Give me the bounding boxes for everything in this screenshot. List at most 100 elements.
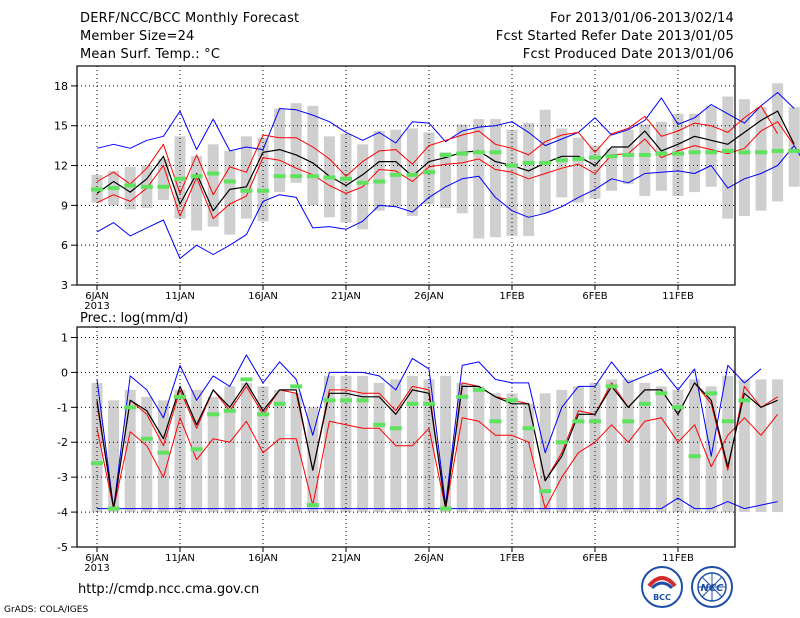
chart-title: Prec.: log(mm/d) <box>80 311 188 326</box>
climatology-marker <box>273 401 286 406</box>
spread-bar <box>174 389 186 513</box>
spread-bar <box>738 379 750 513</box>
x-tick-label: 6FEB <box>582 291 607 302</box>
climatology-marker <box>107 506 120 511</box>
spread-bar <box>440 375 452 513</box>
spread-bar <box>473 119 485 239</box>
spread-bar <box>606 379 618 513</box>
spread-bar <box>240 382 252 513</box>
climatology-marker <box>655 151 668 156</box>
climatology-marker <box>174 394 186 399</box>
spread-bar <box>722 96 734 219</box>
climatology-marker <box>439 152 452 157</box>
y-tick-label: 12 <box>54 160 68 173</box>
climatology-marker <box>273 174 286 179</box>
climatology-marker <box>340 398 352 403</box>
climatology-marker <box>506 163 518 168</box>
spread-bar <box>738 99 750 216</box>
y-tick-label: 1 <box>61 331 68 344</box>
spread-bar <box>523 123 535 236</box>
climatology-marker <box>638 401 651 406</box>
climatology-marker <box>240 377 253 382</box>
climatology-marker <box>622 419 635 424</box>
spread-bar <box>622 379 634 513</box>
x-tick-label: 11FEB <box>662 553 694 564</box>
temperature-chart: 3 6 9 12 15 18 6JAN 11JAN 16JAN 21JAN 26JAN 1FEB 6FE… <box>54 65 800 312</box>
climatology-marker <box>655 391 668 396</box>
spread-bar <box>689 379 701 513</box>
x-tick-label: 1FEB <box>499 291 524 302</box>
climatology-marker <box>257 412 269 417</box>
x-tick-label: 6JAN <box>85 291 108 302</box>
spread-bar <box>705 386 717 513</box>
spread-bar <box>440 152 452 209</box>
climatology-marker <box>572 156 585 161</box>
x-tick-label: 21JAN <box>331 553 361 564</box>
y-tick-label: 9 <box>61 199 68 212</box>
series-mean-line <box>96 110 795 212</box>
climatology-marker <box>738 150 751 155</box>
header-left-line-3: Mean Surf. Temp.: °C <box>80 47 221 62</box>
x-year-label: 2013 <box>84 563 109 574</box>
climatology-marker <box>423 401 435 406</box>
climatology-marker <box>190 447 203 452</box>
spread-bar <box>489 119 501 238</box>
y-tick-label: 6 <box>61 239 68 252</box>
spread-bar <box>423 132 435 205</box>
y-tick-label: 0 <box>61 366 68 379</box>
spread-bar <box>489 393 501 513</box>
footer-url[interactable]: http://cmdp.ncc.cma.gov.cn <box>78 582 260 597</box>
spread-bar <box>506 393 518 513</box>
climatology-marker <box>721 419 734 424</box>
climatology-marker <box>522 160 535 165</box>
spread-bar <box>157 158 169 201</box>
spread-bar <box>124 166 136 210</box>
climatology-marker <box>506 398 518 403</box>
climatology-marker <box>456 151 469 156</box>
climatology-marker <box>489 150 502 155</box>
x-tick-label: 26JAN <box>414 553 444 564</box>
header-left-line-1: DERF/NCC/BCC Monthly Forecast <box>80 11 300 26</box>
bcc-logo-text: BCC <box>653 593 671 602</box>
series-max-line <box>96 354 762 510</box>
spread-bar <box>772 83 784 202</box>
climatology-marker <box>124 183 137 188</box>
spread-bar <box>274 108 286 193</box>
climatology-marker <box>472 150 485 155</box>
spread-bar <box>406 128 418 216</box>
spread-bar <box>108 400 120 513</box>
climatology-marker <box>489 419 502 424</box>
spread-bar <box>124 389 136 513</box>
spread-bar <box>423 379 435 513</box>
climatology-marker <box>356 180 369 185</box>
y-tick-label: -1 <box>57 401 68 414</box>
spread-bar <box>257 137 269 222</box>
spread-bar <box>755 107 767 211</box>
x-tick-label: 16JAN <box>248 553 278 564</box>
spread-bar <box>655 121 667 191</box>
x-tick-label: 11FEB <box>662 291 694 302</box>
climatology-marker <box>572 419 585 424</box>
spread-bar <box>373 131 385 211</box>
spread-bar <box>456 382 468 513</box>
climatology-marker <box>522 426 535 431</box>
climatology-marker <box>373 422 386 427</box>
climatology-marker <box>140 184 153 189</box>
climatology-marker <box>705 150 718 155</box>
climatology-marker <box>688 454 701 459</box>
spread-bar <box>290 393 302 513</box>
spread-bar <box>274 389 286 513</box>
x-tick-label: 6FEB <box>582 553 607 564</box>
spread-bar <box>224 150 236 235</box>
spread-bar <box>240 136 252 219</box>
spread-bar <box>307 407 319 513</box>
bcc-logo: BCC <box>641 566 683 608</box>
x-tick-label: 16JAN <box>248 291 278 302</box>
climatology-marker <box>174 176 186 181</box>
climatology-marker <box>373 179 386 184</box>
climatology-marker <box>290 174 303 179</box>
spread-bar <box>589 145 601 199</box>
spread-bar <box>207 144 219 227</box>
climatology-marker <box>207 171 220 176</box>
